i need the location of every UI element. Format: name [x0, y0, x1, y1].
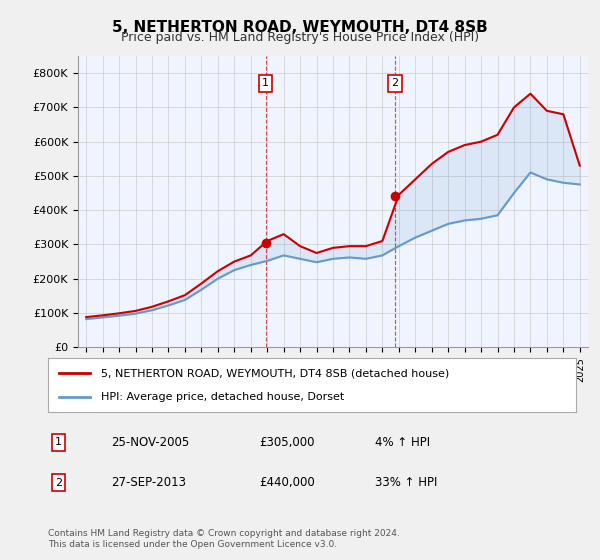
Text: 1: 1	[55, 437, 62, 447]
Text: 2: 2	[391, 78, 398, 88]
Text: Price paid vs. HM Land Registry's House Price Index (HPI): Price paid vs. HM Land Registry's House …	[121, 31, 479, 44]
Text: £440,000: £440,000	[259, 476, 315, 489]
Text: 4% ↑ HPI: 4% ↑ HPI	[376, 436, 430, 449]
Text: 33% ↑ HPI: 33% ↑ HPI	[376, 476, 438, 489]
Text: 2: 2	[55, 478, 62, 488]
Text: 5, NETHERTON ROAD, WEYMOUTH, DT4 8SB: 5, NETHERTON ROAD, WEYMOUTH, DT4 8SB	[112, 20, 488, 35]
Text: 5, NETHERTON ROAD, WEYMOUTH, DT4 8SB (detached house): 5, NETHERTON ROAD, WEYMOUTH, DT4 8SB (de…	[101, 368, 449, 379]
Text: HPI: Average price, detached house, Dorset: HPI: Average price, detached house, Dors…	[101, 391, 344, 402]
Text: 25-NOV-2005: 25-NOV-2005	[112, 436, 190, 449]
Text: Contains HM Land Registry data © Crown copyright and database right 2024.
This d: Contains HM Land Registry data © Crown c…	[48, 529, 400, 549]
Text: £305,000: £305,000	[259, 436, 315, 449]
Text: 1: 1	[262, 78, 269, 88]
Text: 27-SEP-2013: 27-SEP-2013	[112, 476, 187, 489]
